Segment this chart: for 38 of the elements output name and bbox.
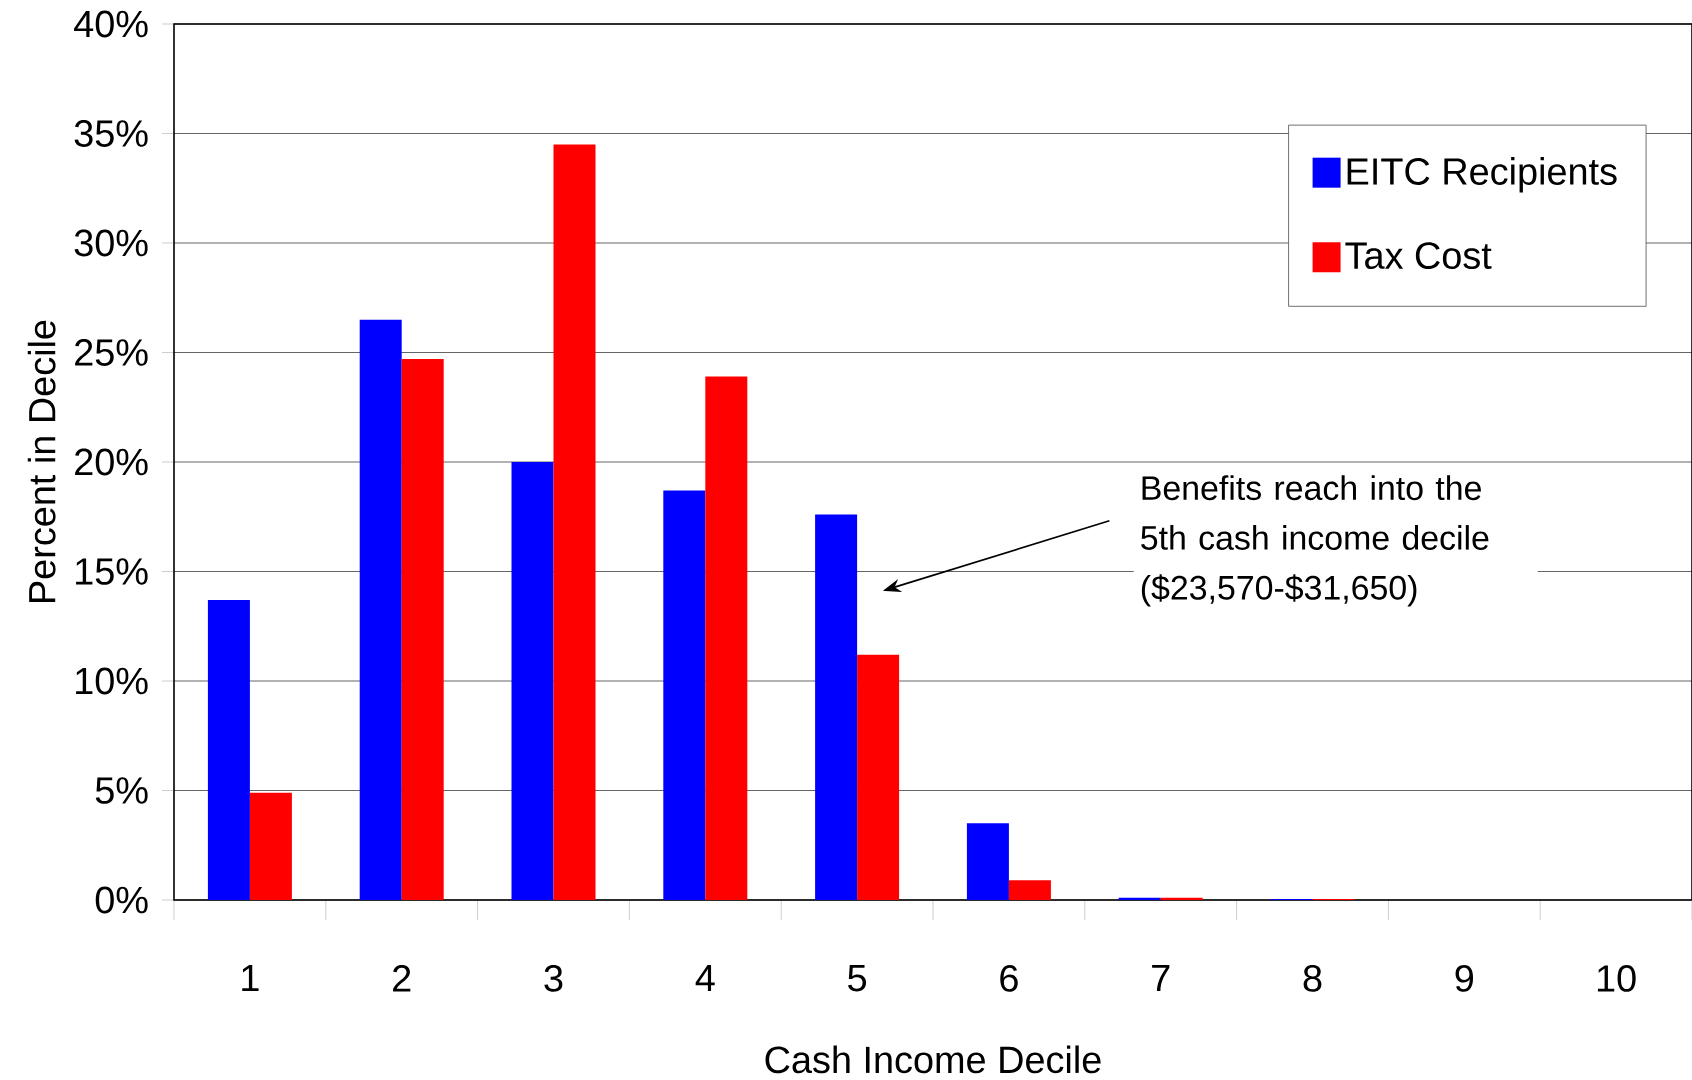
bar (966, 823, 1009, 900)
bar (857, 654, 900, 900)
y-tick-label: 15% (76, 558, 148, 585)
x-tick-label: 1 (242, 965, 259, 992)
bar (511, 461, 554, 900)
bar (553, 144, 596, 900)
y-tick-label: 25% (75, 339, 148, 366)
x-axis-title: Cash Income Decile (765, 1045, 1101, 1074)
bar (1008, 880, 1051, 900)
x-tick-label: 9 (1455, 965, 1474, 992)
annotation: Benefits reach into the 5th cash income decile ($23,570-$31,650) (1141, 475, 1489, 607)
bar (249, 792, 292, 900)
bar (1160, 897, 1203, 900)
x-tick-label: 5 (848, 965, 867, 992)
y-tick-label: 35% (74, 120, 148, 147)
bar (401, 359, 444, 900)
x-tick-label: 4 (695, 965, 715, 992)
y-tick-label: 10% (76, 667, 148, 695)
y-tick-label: 30% (74, 229, 148, 257)
y-tick-label: 0% (95, 886, 148, 914)
legend-label: EITC Recipients (1347, 157, 1617, 193)
y-tick-label: 20% (75, 448, 148, 476)
bar (1118, 897, 1161, 900)
x-tick-label: 6 (1000, 965, 1018, 992)
x-tick-label: 7 (1152, 965, 1170, 992)
x-tick-label: 8 (1303, 965, 1322, 992)
y-tick-label: 5% (95, 777, 148, 804)
bar (815, 514, 858, 900)
bar (663, 490, 706, 900)
legend-label: Tax Cost (1345, 242, 1492, 270)
bar (359, 319, 402, 900)
x-tick-label: 10 (1597, 965, 1636, 992)
x-tick-label: 2 (393, 965, 411, 992)
bar (207, 599, 250, 900)
bar (705, 376, 748, 900)
x-tick-label: 3 (544, 965, 563, 992)
y-axis-title: Percent in Decile (27, 320, 56, 602)
y-tick-label: 40% (74, 10, 148, 38)
